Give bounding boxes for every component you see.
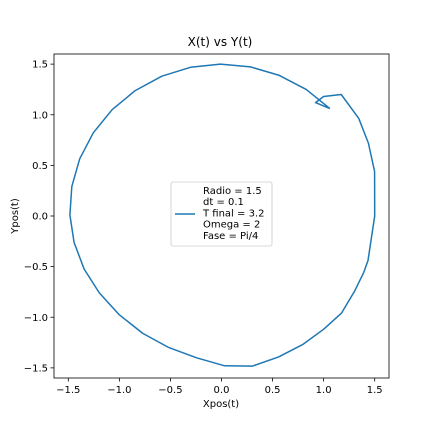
y-axis-ticks: −1.5 −1.0 −0.5 0.0 0.5 1.0 1.5	[24, 60, 54, 374]
y-tick-label: 1.0	[32, 110, 48, 121]
x-tick-label: −1.0	[107, 385, 131, 396]
y-tick-label: −1.5	[24, 363, 48, 374]
legend-box	[170, 181, 273, 247]
x-tick-label: −0.5	[158, 385, 182, 396]
y-tick-label: 0.5	[32, 161, 48, 172]
y-tick-label: −0.5	[24, 262, 48, 273]
x-tick-label: 1.5	[367, 385, 383, 396]
y-tick-label: 0.0	[32, 212, 48, 223]
legend-text-line: dt = 0.1	[203, 197, 244, 208]
y-tick-label: 1.5	[32, 60, 48, 71]
plot-area	[69, 63, 376, 367]
x-tick-label: −1.5	[56, 385, 80, 396]
x-tick-label: 0.5	[265, 385, 281, 396]
y-axis-label: Ypos(t)	[10, 198, 21, 235]
chart-title: X(t) vs Y(t)	[188, 35, 253, 49]
x-tick-label: 0.0	[214, 385, 230, 396]
x-axis-ticks: −1.5 −1.0 −0.5 0.0 0.5 1.0 1.5	[56, 378, 383, 396]
legend-text-line: Fase = Pi/4	[203, 231, 258, 242]
y-tick-label: −1.0	[24, 313, 48, 324]
series-line-0	[69, 63, 376, 367]
legend-text-line: T final = 3.2	[202, 208, 264, 219]
legend-text-line: Radio = 1.5	[203, 186, 262, 197]
legend-text-line: Omega = 2	[203, 220, 260, 231]
x-axis-label: Xpos(t)	[203, 399, 239, 410]
x-tick-label: 1.0	[316, 385, 332, 396]
